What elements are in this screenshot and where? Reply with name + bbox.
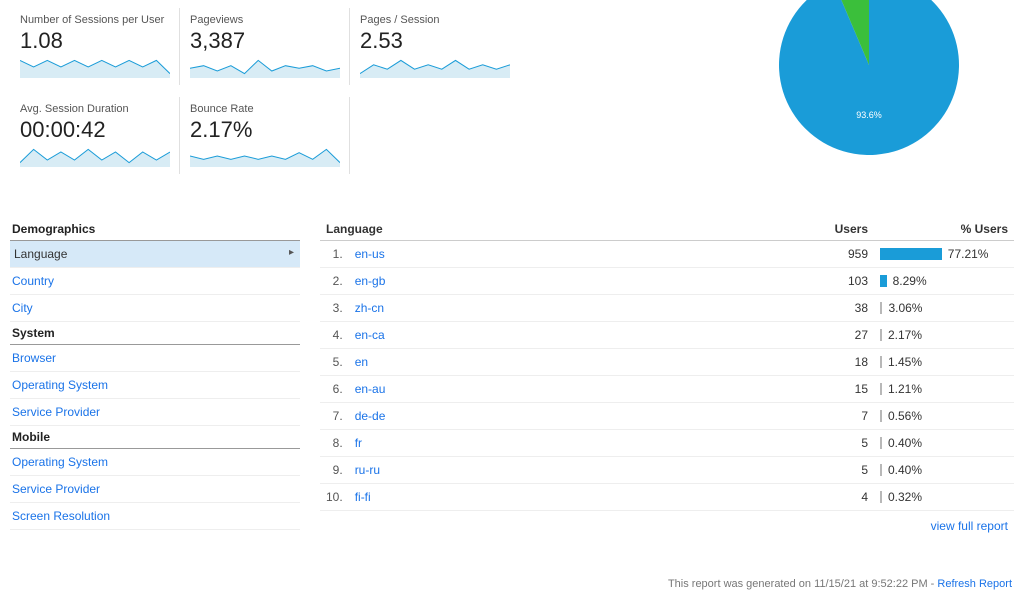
- nav-item-city[interactable]: City: [10, 295, 300, 322]
- users-cell: 38: [804, 295, 874, 322]
- language-link[interactable]: ru-ru: [355, 463, 380, 477]
- language-cell: en: [349, 349, 804, 376]
- language-link[interactable]: de-de: [355, 409, 386, 423]
- language-link[interactable]: fi-fi: [355, 490, 371, 504]
- nav-item-country[interactable]: Country: [10, 268, 300, 295]
- pct-cell: 1.45%: [874, 349, 1014, 376]
- rank: 1.: [320, 241, 349, 268]
- svg-text:93.6%: 93.6%: [856, 110, 882, 120]
- table-row: 8. fr 50.40%: [320, 430, 1014, 457]
- rank: 6.: [320, 376, 349, 403]
- users-cell: 5: [804, 430, 874, 457]
- language-cell: en-ca: [349, 322, 804, 349]
- nav-category: System: [10, 322, 300, 345]
- language-cell: fr: [349, 430, 804, 457]
- pct-cell: 77.21%: [874, 241, 1014, 268]
- nav-item-browser[interactable]: Browser: [10, 345, 300, 372]
- users-cell: 103: [804, 268, 874, 295]
- rank: 8.: [320, 430, 349, 457]
- pct-cell: 1.21%: [874, 376, 1014, 403]
- table-row: 5. en 181.45%: [320, 349, 1014, 376]
- pct-cell: 2.17%: [874, 322, 1014, 349]
- users-cell: 15: [804, 376, 874, 403]
- language-table-wrap: Language Users % Users 1.en-us95977.21%2…: [320, 218, 1014, 535]
- metric-label: Bounce Rate: [190, 103, 339, 115]
- rank: 5.: [320, 349, 349, 376]
- language-link[interactable]: en: [355, 355, 368, 369]
- metric-label: Pageviews: [190, 14, 339, 26]
- pie-chart: 93.6%: [774, 0, 964, 160]
- rank: 2.: [320, 268, 349, 295]
- users-cell: 27: [804, 322, 874, 349]
- metric-card[interactable]: Bounce Rate 2.17%: [180, 97, 350, 174]
- nav-item-screen-resolution[interactable]: Screen Resolution: [10, 503, 300, 530]
- rank: 3.: [320, 295, 349, 322]
- metric-value: 2.17%: [190, 117, 339, 143]
- users-cell: 959: [804, 241, 874, 268]
- language-cell: en-gb: [349, 268, 804, 295]
- pct-cell: 0.40%: [874, 457, 1014, 484]
- metric-card[interactable]: Number of Sessions per User 1.08: [10, 8, 180, 85]
- pct-cell: 0.32%: [874, 484, 1014, 511]
- table-row: 6. en-au 151.21%: [320, 376, 1014, 403]
- refresh-report-link[interactable]: Refresh Report: [937, 578, 1012, 590]
- language-cell: ru-ru: [349, 457, 804, 484]
- table-row: 4. en-ca 272.17%: [320, 322, 1014, 349]
- language-cell: de-de: [349, 403, 804, 430]
- metrics-grid: Number of Sessions per User 1.08 Pageviews…: [10, 8, 550, 186]
- pct-cell: 0.56%: [874, 403, 1014, 430]
- nav-item-service-provider[interactable]: Service Provider: [10, 399, 300, 426]
- table-row: 3. zh-cn 383.06%: [320, 295, 1014, 322]
- metric-card[interactable]: Pages / Session 2.53: [350, 8, 520, 85]
- pct-cell: 8.29%: [874, 268, 1014, 295]
- nav-item-operating-system[interactable]: Operating System: [10, 372, 300, 399]
- table-row: 10. fi-fi 40.32%: [320, 484, 1014, 511]
- table-row: 9. ru-ru 50.40%: [320, 457, 1014, 484]
- view-full-report-link[interactable]: view full report: [931, 519, 1008, 533]
- metric-value: 1.08: [20, 28, 169, 54]
- metric-value: 00:00:42: [20, 117, 169, 143]
- dimension-nav: DemographicsLanguageCountryCitySystemBro…: [10, 218, 320, 535]
- language-cell: en-us: [349, 241, 804, 268]
- users-cell: 4: [804, 484, 874, 511]
- nav-item-operating-system[interactable]: Operating System: [10, 449, 300, 476]
- col-pct-users: % Users: [874, 218, 1014, 241]
- rank: 4.: [320, 322, 349, 349]
- metric-card[interactable]: Avg. Session Duration 00:00:42: [10, 97, 180, 174]
- metric-label: Number of Sessions per User: [20, 14, 169, 26]
- metric-value: 3,387: [190, 28, 339, 54]
- language-link[interactable]: en-ca: [355, 328, 385, 342]
- table-row: 2. en-gb 1038.29%: [320, 268, 1014, 295]
- users-cell: 5: [804, 457, 874, 484]
- language-link[interactable]: zh-cn: [355, 301, 384, 315]
- language-link[interactable]: en-us: [355, 247, 385, 261]
- nav-item-language[interactable]: Language: [10, 241, 300, 268]
- metric-label: Avg. Session Duration: [20, 103, 169, 115]
- pct-cell: 0.40%: [874, 430, 1014, 457]
- language-link[interactable]: fr: [355, 436, 362, 450]
- language-cell: zh-cn: [349, 295, 804, 322]
- users-cell: 18: [804, 349, 874, 376]
- report-footer: This report was generated on 11/15/21 at…: [668, 578, 1012, 590]
- col-users: Users: [804, 218, 874, 241]
- language-link[interactable]: en-gb: [355, 274, 386, 288]
- language-cell: fi-fi: [349, 484, 804, 511]
- rank: 10.: [320, 484, 349, 511]
- language-link[interactable]: en-au: [355, 382, 386, 396]
- metric-label: Pages / Session: [360, 14, 510, 26]
- nav-item-service-provider[interactable]: Service Provider: [10, 476, 300, 503]
- rank: 9.: [320, 457, 349, 484]
- rank: 7.: [320, 403, 349, 430]
- table-row: 7. de-de 70.56%: [320, 403, 1014, 430]
- col-language: Language: [320, 218, 804, 241]
- language-cell: en-au: [349, 376, 804, 403]
- language-table: Language Users % Users 1.en-us95977.21%2…: [320, 218, 1014, 511]
- pct-cell: 3.06%: [874, 295, 1014, 322]
- metric-card[interactable]: Pageviews 3,387: [180, 8, 350, 85]
- users-cell: 7: [804, 403, 874, 430]
- nav-category: Demographics: [10, 218, 300, 241]
- table-row: 1. en-us 95977.21%: [320, 241, 1014, 268]
- metric-value: 2.53: [360, 28, 510, 54]
- nav-category: Mobile: [10, 426, 300, 449]
